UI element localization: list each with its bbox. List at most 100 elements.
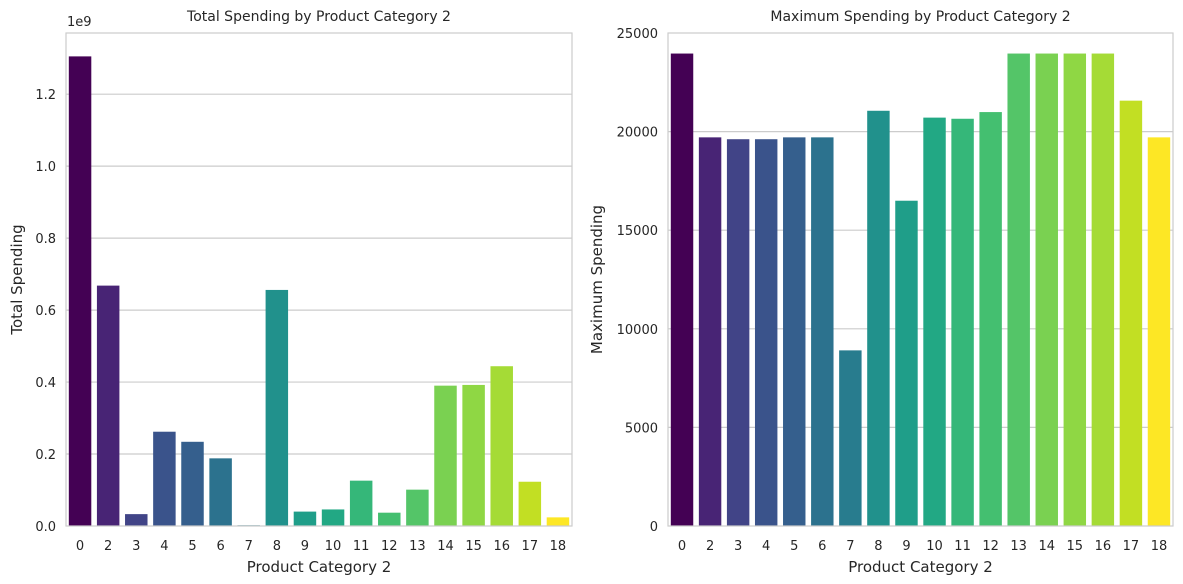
x-tick-label: 18 — [1151, 539, 1168, 554]
bars — [670, 53, 1171, 527]
y-axis-label: Total Spending — [8, 224, 26, 335]
bar-11 — [951, 118, 974, 527]
x-tick-labels: 0 2 3 4 5 6 7 8 9 10 11 12 13 14 15 16 17 18 — [76, 539, 566, 554]
x-tick-label: 7 — [846, 539, 854, 554]
x-tick-label: 0 — [76, 539, 84, 554]
y-tick-label: 15000 — [617, 224, 658, 239]
x-tick-label: 4 — [160, 539, 168, 554]
x-tick-label: 5 — [188, 539, 196, 554]
y-tick-label: 0 — [650, 520, 658, 535]
x-tick-label: 16 — [1095, 539, 1112, 554]
x-tick-label: 8 — [273, 539, 281, 554]
chart-title: Maximum Spending by Product Category 2 — [770, 9, 1070, 25]
x-tick-label: 3 — [132, 539, 140, 554]
bar-6 — [209, 458, 232, 526]
bar-13 — [406, 489, 429, 526]
bar-12 — [979, 112, 1002, 526]
y-tick-label: 0.0 — [35, 520, 56, 535]
bar-0 — [670, 53, 694, 526]
bar-6 — [811, 137, 834, 526]
bars — [68, 56, 570, 527]
x-tick-label: 17 — [1123, 539, 1140, 554]
bar-9 — [293, 511, 317, 526]
x-tick-label: 2 — [104, 539, 112, 554]
bar-17 — [518, 481, 542, 526]
bar-18 — [1147, 137, 1171, 526]
bar-5 — [783, 137, 806, 526]
x-tick-label: 4 — [762, 539, 770, 554]
x-tick-label: 11 — [954, 539, 971, 554]
bar-16 — [1091, 53, 1115, 526]
total-spending-chart: Total Spending by Product Category 2 1e9… — [8, 9, 573, 576]
x-tick-label: 3 — [734, 539, 742, 554]
x-tick-label: 18 — [550, 539, 567, 554]
x-tick-label: 12 — [982, 539, 999, 554]
bar-10 — [321, 509, 345, 526]
bar-17 — [1119, 100, 1143, 527]
x-tick-label: 16 — [493, 539, 510, 554]
x-tick-label: 7 — [245, 539, 253, 554]
y-offset-label: 1e9 — [67, 15, 92, 30]
x-tick-label: 10 — [926, 539, 943, 554]
y-tick-label: 25000 — [617, 27, 658, 42]
bar-2 — [698, 137, 722, 526]
x-tick-label: 13 — [1010, 539, 1027, 554]
y-tick-labels: 0.0 0.2 0.4 0.6 0.8 1.0 1.2 — [35, 88, 56, 535]
bar-5 — [181, 441, 204, 526]
bar-9 — [895, 200, 918, 526]
y-tick-labels: 0 5000 10000 15000 20000 25000 — [617, 27, 658, 535]
x-tick-label: 15 — [1067, 539, 1084, 554]
bar-11 — [349, 480, 373, 526]
bar-10 — [923, 117, 946, 526]
x-tick-label: 13 — [409, 539, 426, 554]
y-tick-label: 1.0 — [35, 160, 56, 175]
y-tick-label: 20000 — [617, 126, 658, 141]
x-tick-label: 9 — [902, 539, 910, 554]
bar-8 — [265, 289, 289, 526]
y-tick-label: 0.4 — [35, 376, 56, 391]
bar-7 — [839, 350, 862, 526]
bar-4 — [153, 431, 176, 526]
bar-0 — [68, 56, 92, 527]
y-axis-label: Maximum Spending — [588, 205, 606, 354]
x-tick-label: 9 — [301, 539, 309, 554]
bar-15 — [1063, 53, 1087, 526]
x-tick-label: 14 — [437, 539, 454, 554]
plot-frame — [65, 32, 573, 527]
x-tick-label: 12 — [381, 539, 398, 554]
x-tick-label: 11 — [353, 539, 370, 554]
bar-12 — [378, 512, 401, 526]
x-tick-label: 0 — [678, 539, 686, 554]
chart-title: Total Spending by Product Category 2 — [186, 9, 451, 25]
y-gridlines — [66, 93, 572, 455]
bar-4 — [754, 139, 778, 526]
maximum-spending-chart: Maximum Spending by Product Category 2 0… — [588, 9, 1174, 576]
x-tick-label: 8 — [874, 539, 882, 554]
bar-18 — [546, 517, 570, 526]
x-axis-label: Product Category 2 — [247, 558, 392, 576]
x-tick-label: 6 — [818, 539, 826, 554]
x-tick-label: 5 — [790, 539, 798, 554]
x-tick-label: 2 — [706, 539, 714, 554]
x-tick-labels: 0 2 3 4 5 6 7 8 9 10 11 12 13 14 15 16 17 18 — [678, 539, 1167, 554]
x-tick-label: 6 — [216, 539, 224, 554]
y-tick-label: 0.8 — [35, 232, 56, 247]
x-axis-label: Product Category 2 — [848, 558, 993, 576]
plot-frame — [667, 32, 1174, 527]
bar-14 — [1035, 53, 1058, 526]
y-tick-label: 5000 — [625, 421, 658, 436]
bar-13 — [1007, 53, 1030, 526]
bar-16 — [490, 366, 513, 526]
bar-8 — [867, 110, 890, 526]
bar-3 — [125, 514, 148, 526]
bar-14 — [434, 385, 457, 526]
y-gridlines — [668, 131, 1173, 428]
bar-2 — [96, 285, 120, 526]
bar-3 — [726, 139, 750, 526]
y-tick-label: 0.6 — [35, 304, 56, 319]
x-tick-label: 10 — [325, 539, 342, 554]
y-tick-label: 0.2 — [35, 448, 56, 463]
y-tick-label: 1.2 — [35, 88, 56, 103]
x-tick-label: 17 — [522, 539, 539, 554]
